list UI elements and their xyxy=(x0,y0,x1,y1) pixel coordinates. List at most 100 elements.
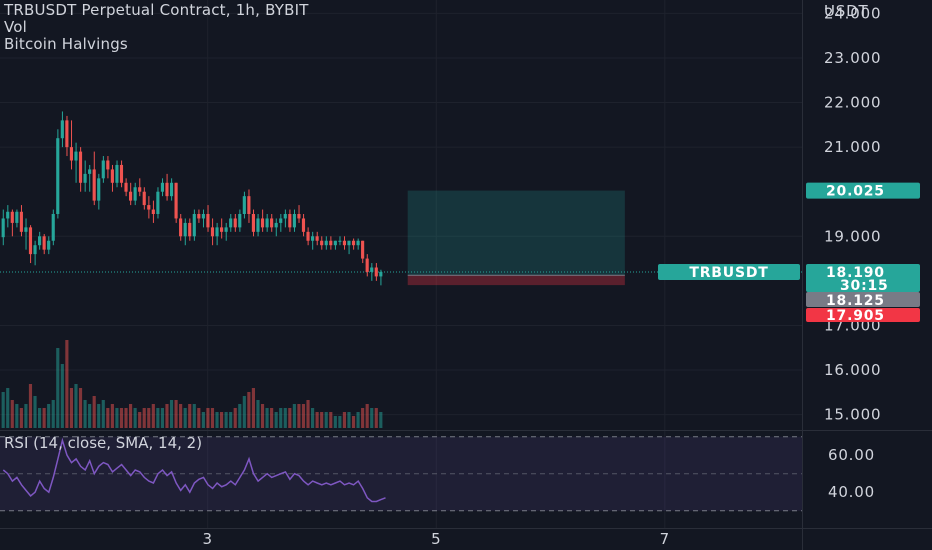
candle-body xyxy=(179,218,183,237)
candle-body xyxy=(279,218,283,223)
candle-body xyxy=(147,205,151,210)
volume-bar xyxy=(338,416,342,428)
volume-bar xyxy=(206,408,210,428)
candle-body xyxy=(370,267,374,272)
volume-bar xyxy=(169,400,174,428)
rsi-line xyxy=(2,437,386,503)
volume-bar xyxy=(119,408,124,428)
candle-body xyxy=(129,191,133,201)
axes: USDT24.00023.00022.00021.00019.00017.000… xyxy=(203,2,881,548)
candle-body xyxy=(274,222,278,228)
volume-bar xyxy=(329,412,333,428)
volume-bar xyxy=(210,408,215,428)
target-price-tag-bg xyxy=(806,182,920,199)
time-axis-label: 3 xyxy=(203,530,213,548)
candle-body xyxy=(188,222,192,237)
rsi-indicator-label[interactable]: RSI (14, close, SMA, 14, 2) xyxy=(4,434,203,452)
candle-body xyxy=(38,236,42,246)
volume-bar xyxy=(201,412,205,428)
profit-zone[interactable] xyxy=(407,190,625,276)
volume-bar xyxy=(220,412,224,428)
candle-body xyxy=(333,240,337,246)
volume-bar xyxy=(56,348,60,428)
volume-bar xyxy=(197,408,201,428)
candle-body xyxy=(338,240,342,242)
volume-bar xyxy=(292,404,296,428)
volume-bar xyxy=(279,408,283,428)
candle-body xyxy=(15,211,19,223)
volume-bar xyxy=(42,408,46,428)
price-axis-tick: 16.000 xyxy=(824,361,881,379)
entry-price-tag-bg xyxy=(806,291,920,307)
volume-bar xyxy=(129,404,133,428)
volume-bar xyxy=(320,412,324,428)
candle-body xyxy=(47,240,51,250)
candle-body xyxy=(92,169,96,201)
candle-body xyxy=(60,120,64,139)
volume-bar xyxy=(28,384,33,428)
candle-body xyxy=(24,227,28,232)
candle-body xyxy=(165,182,169,197)
volume-bar xyxy=(224,412,228,428)
candle-body xyxy=(197,214,201,219)
price-axis-tick: 15.000 xyxy=(824,406,881,424)
volume-bar xyxy=(15,404,19,428)
volume-histogram xyxy=(1,340,383,428)
volume-bar xyxy=(179,404,183,428)
candle-body xyxy=(320,240,324,246)
candle-body xyxy=(19,211,23,232)
volume-bar xyxy=(74,384,78,428)
candle-body xyxy=(361,240,365,259)
volume-indicator-label[interactable]: Vol xyxy=(4,18,28,36)
volume-bar xyxy=(65,340,69,428)
volume-bar xyxy=(51,400,55,428)
candle-body xyxy=(374,267,378,277)
candle-body xyxy=(42,236,46,250)
volume-bar xyxy=(379,412,383,428)
volume-bar xyxy=(351,416,356,428)
position-tool[interactable] xyxy=(407,190,625,286)
candle-body xyxy=(256,218,260,232)
candle-body xyxy=(1,218,5,238)
volume-bar xyxy=(33,396,37,428)
volume-bar xyxy=(247,392,251,428)
candle-body xyxy=(247,196,251,214)
loss-zone[interactable] xyxy=(407,275,625,286)
candle-body xyxy=(242,196,246,214)
candle-body xyxy=(215,227,219,237)
candle-body xyxy=(69,147,73,161)
volume-bar xyxy=(10,400,14,428)
candle-body xyxy=(10,211,14,223)
volume-bar xyxy=(347,412,351,428)
candle-body xyxy=(83,173,87,183)
volume-bar xyxy=(142,408,146,428)
volume-bar xyxy=(92,396,96,428)
volume-bar xyxy=(311,408,315,428)
volume-bar xyxy=(183,408,187,428)
candle-body xyxy=(324,240,328,246)
candle-body xyxy=(110,169,114,183)
bitcoin-halvings-indicator-label[interactable]: Bitcoin Halvings xyxy=(4,35,128,53)
price-axis-tick: 22.000 xyxy=(824,94,881,112)
volume-bar xyxy=(361,408,365,428)
volume-bar xyxy=(265,408,269,428)
volume-bar xyxy=(60,364,64,428)
target-price-tag-value: 20.025 xyxy=(826,184,885,200)
volume-bar xyxy=(365,404,369,428)
volume-bar xyxy=(165,404,169,428)
volume-bar xyxy=(256,400,260,428)
volume-bar xyxy=(342,412,346,428)
candle-body xyxy=(260,218,265,228)
volume-bar xyxy=(47,404,51,428)
candle-body xyxy=(265,218,269,228)
time-axis-label: 5 xyxy=(431,530,441,548)
volume-bar xyxy=(301,404,306,428)
symbol-title[interactable]: TRBUSDT Perpetual Contract, 1h, BYBIT xyxy=(4,1,309,19)
symbol-tag-label: TRBUSDT xyxy=(689,265,768,281)
volume-bar xyxy=(1,392,5,428)
volume-bar xyxy=(115,408,119,428)
candle-body xyxy=(233,218,237,228)
